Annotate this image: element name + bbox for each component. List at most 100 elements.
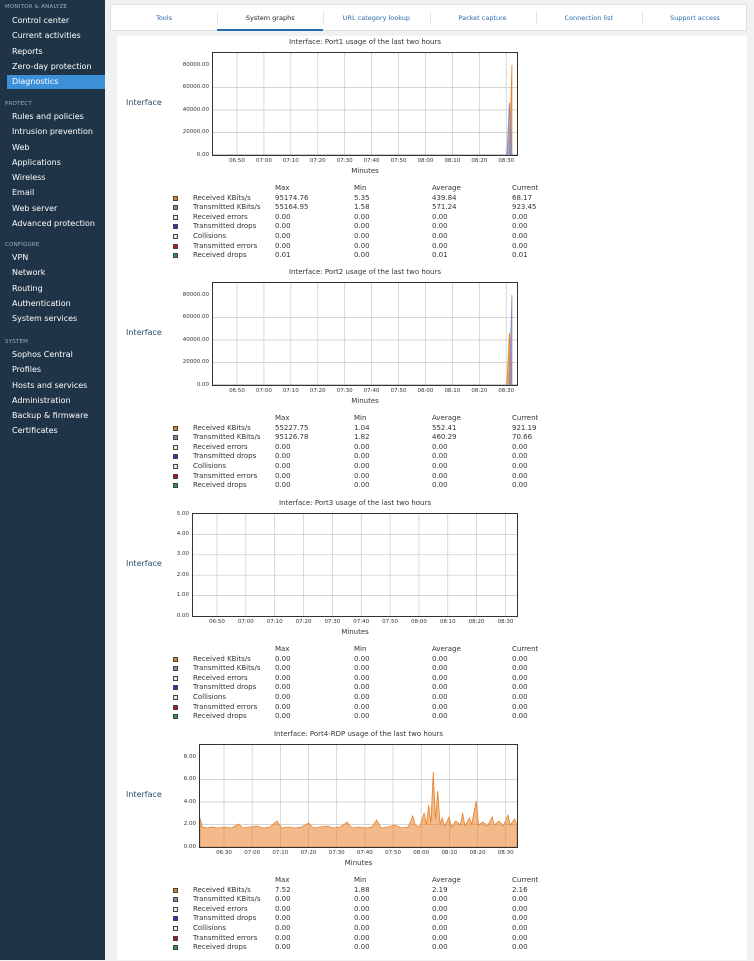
tab-tools[interactable]: Tools xyxy=(156,14,173,22)
stats-row: Collisions 0.00 0.00 0.00 0.00 xyxy=(173,462,593,472)
stats-value: 0.00 xyxy=(512,664,528,673)
stats-header-average: Average xyxy=(432,184,461,192)
legend-swatch xyxy=(173,444,178,450)
x-tick-label: 07:00 xyxy=(244,850,261,856)
legend-swatch xyxy=(173,704,178,710)
sidebar-item-vpn[interactable]: VPN xyxy=(12,253,29,262)
legend-swatch xyxy=(173,214,178,220)
stats-header-current: Current xyxy=(512,414,539,422)
x-tick-label: 07:10 xyxy=(272,850,289,856)
stats-value: 0.00 xyxy=(354,933,370,942)
stats-row: Transmitted KBits/s 0.00 0.00 0.00 0.00 xyxy=(173,664,593,674)
tab-system-graphs[interactable]: System graphs xyxy=(217,5,324,31)
y-tick-label: 60000.00 xyxy=(182,84,209,90)
stats-header-current: Current xyxy=(512,184,539,192)
sidebar-item-web-server[interactable]: Web server xyxy=(12,203,58,213)
sidebar-item-routing[interactable]: Routing xyxy=(12,283,43,293)
sidebar-item-system-services[interactable]: System services xyxy=(12,314,78,323)
stats-row: Transmitted drops 0.00 0.00 0.00 0.00 xyxy=(173,452,593,462)
sidebar-section-title: MONITOR & ANALYZE xyxy=(5,4,68,10)
stats-value: 923.45 xyxy=(512,203,537,212)
sidebar-item-network[interactable]: Network xyxy=(12,268,46,278)
sidebar-item-diagnostics[interactable]: Diagnostics xyxy=(7,75,105,89)
tab-support-access[interactable]: Support access xyxy=(670,14,720,22)
sidebar-item-control-center[interactable]: Control center xyxy=(12,16,70,25)
stats-value: 552.41 xyxy=(432,423,457,432)
tab-separator xyxy=(429,11,431,25)
legend-swatch xyxy=(173,685,178,691)
tab-packet-capture[interactable]: Packet capture xyxy=(458,14,507,22)
sidebar-item-applications[interactable]: Applications xyxy=(12,157,61,167)
sidebar-section-title: CONFIGURE xyxy=(5,242,40,248)
stats-value: 0.00 xyxy=(512,895,528,904)
stats-row-label: Collisions xyxy=(193,692,226,701)
stats-value: 0.00 xyxy=(275,895,291,904)
stats-value: 0.00 xyxy=(512,943,528,952)
sidebar-item-profiles[interactable]: Profiles xyxy=(12,365,42,375)
stats-value: 0.00 xyxy=(432,461,448,470)
legend-swatch xyxy=(173,656,178,662)
sidebar-item-web[interactable]: Web xyxy=(12,142,30,152)
stats-value: 55227.75 xyxy=(275,423,309,432)
stats-value: 0.00 xyxy=(432,664,448,673)
graph-plot-area xyxy=(212,282,518,386)
x-tick-label: 08:30 xyxy=(497,619,514,625)
stats-value: 0.00 xyxy=(275,222,291,231)
sidebar-item-sophos-central[interactable]: Sophos Central xyxy=(12,350,73,359)
sidebar-item-email[interactable]: Email xyxy=(12,188,35,198)
stats-row: Transmitted drops 0.00 0.00 0.00 0.00 xyxy=(173,683,593,693)
tab-connection-list[interactable]: Connection list xyxy=(564,14,613,22)
stats-value: 0.00 xyxy=(275,471,291,480)
sidebar-item-reports[interactable]: Reports xyxy=(12,46,43,56)
stats-value: 1.04 xyxy=(354,423,370,432)
stats-header-max: Max xyxy=(275,184,290,192)
stats-row-label: Collisions xyxy=(193,231,226,240)
y-tick-label: 4.00 xyxy=(176,530,189,537)
stats-row: Received errors 0.00 0.00 0.00 0.00 xyxy=(173,443,593,453)
sidebar-item-backup-and-firmware[interactable]: Backup & firmware xyxy=(12,411,89,420)
y-tick-label: 2.00 xyxy=(176,571,189,578)
x-tick-label: 07:00 xyxy=(237,619,254,625)
sidebar-item-zero-day-protection[interactable]: Zero-day protection xyxy=(12,61,92,71)
stats-row-label: Received errors xyxy=(193,673,248,682)
x-tick-label: 07:10 xyxy=(266,619,283,625)
stats-value: 0.00 xyxy=(354,654,370,663)
x-tick-label: 08:10 xyxy=(441,850,458,856)
x-tick-label: 08:20 xyxy=(468,619,485,625)
tab-separator xyxy=(641,11,643,25)
sidebar-section-title: PROTECT xyxy=(5,101,32,107)
sidebar-item-current-activities[interactable]: Current activities xyxy=(12,31,81,41)
stats-value: 0.00 xyxy=(432,923,448,932)
x-axis-label: Minutes xyxy=(344,859,373,867)
stats-value: 0.00 xyxy=(432,895,448,904)
stats-row: Received KBits/s 7.52 1.88 2.19 2.16 xyxy=(173,886,593,896)
interface-label: Interface xyxy=(126,790,162,799)
stats-row-label: Received KBits/s xyxy=(193,193,251,202)
stats-value: 0.00 xyxy=(512,461,528,470)
stats-value: 0.00 xyxy=(275,904,291,913)
sidebar-item-wireless[interactable]: Wireless xyxy=(12,173,46,182)
tab-url-category-lookup[interactable]: URL category lookup xyxy=(342,14,411,22)
x-axis-label: Minutes xyxy=(341,628,369,636)
sidebar-item-administration[interactable]: Administration xyxy=(12,395,71,405)
stats-value: 0.00 xyxy=(432,471,448,480)
sidebar-item-advanced-protection[interactable]: Advanced protection xyxy=(12,218,95,228)
graph-3: Interface: Port3 usage of the last two h… xyxy=(117,499,747,730)
sidebar-item-rules-and-policies[interactable]: Rules and policies xyxy=(12,112,84,121)
stats-value: 0.00 xyxy=(512,933,528,942)
y-tick-label: 2.00 xyxy=(183,821,196,827)
sidebar-item-intrusion-prevention[interactable]: Intrusion prevention xyxy=(12,127,93,137)
stats-value: 0.00 xyxy=(512,673,528,682)
sidebar-item-hosts-and-services[interactable]: Hosts and services xyxy=(12,380,88,390)
x-tick-label: 07:30 xyxy=(336,388,353,394)
sidebar-item-certificates[interactable]: Certificates xyxy=(12,426,58,436)
x-tick-label: 07:40 xyxy=(363,158,380,164)
stats-value: 1.58 xyxy=(354,203,370,212)
graph-svg xyxy=(213,283,517,385)
sidebar-item-authentication[interactable]: Authentication xyxy=(12,298,71,308)
legend-swatch xyxy=(173,935,178,941)
stats-row-label: Transmitted errors xyxy=(193,702,258,711)
stats-header-max: Max xyxy=(275,414,290,422)
stats-value: 0.00 xyxy=(432,692,448,701)
tab-bar: Tools System graphs URL category lookup Pac… xyxy=(110,4,747,31)
